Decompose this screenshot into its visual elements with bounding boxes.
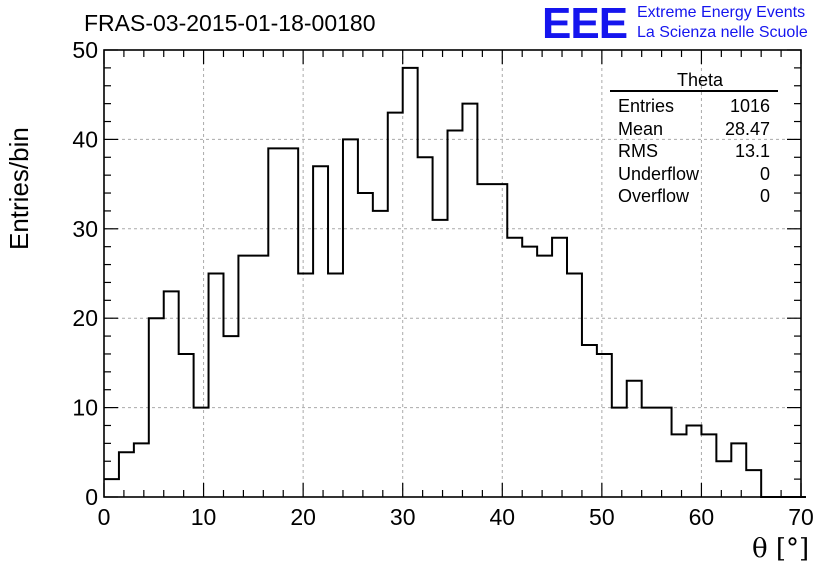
stats-label: Mean	[618, 118, 663, 141]
x-tick-label: 50	[589, 504, 615, 530]
chart-title: FRAS-03-2015-01-18-00180	[84, 10, 376, 37]
y-tick-label: 20	[72, 305, 98, 331]
y-tick-label: 50	[72, 37, 98, 63]
y-tick-label: 30	[72, 216, 98, 242]
x-tick-label: 60	[689, 504, 715, 530]
stats-value: 0	[760, 163, 770, 186]
y-tick-label: 40	[72, 126, 98, 152]
stats-row-entries: Entries 1016	[610, 95, 778, 118]
x-tick-label: 20	[290, 504, 316, 530]
x-tick-label: 30	[390, 504, 416, 530]
y-axis-label: Entries/bin	[4, 127, 35, 250]
brand-line-2: La Scienza nelle Scuole	[637, 24, 808, 42]
y-tick-label: 0	[85, 484, 98, 510]
x-tick-label: 0	[98, 504, 111, 530]
stats-row-mean: Mean 28.47	[610, 118, 778, 141]
x-tick-label: 40	[489, 504, 515, 530]
stats-row-underflow: Underflow 0	[610, 163, 778, 186]
y-tick-label: 10	[72, 395, 98, 421]
stats-value: 1016	[730, 95, 770, 118]
stats-divider	[610, 90, 778, 92]
stats-label: Underflow	[618, 163, 699, 186]
stats-value: 13.1	[735, 140, 770, 163]
stats-label: RMS	[618, 140, 658, 163]
stats-label: Entries	[618, 95, 674, 118]
stats-value: 0	[760, 185, 770, 208]
stats-value: 28.47	[725, 118, 770, 141]
stats-title: Theta	[610, 70, 778, 90]
x-axis-label: θ [°]	[752, 534, 809, 564]
x-tick-label: 10	[191, 504, 217, 530]
brand-line-1: Extreme Energy Events	[637, 4, 805, 22]
x-tick-label: 70	[788, 504, 814, 530]
eee-logo: EEE	[542, 2, 627, 46]
stats-label: Overflow	[618, 185, 689, 208]
stats-row-overflow: Overflow 0	[610, 185, 778, 208]
stats-row-rms: RMS 13.1	[610, 140, 778, 163]
stats-box: Theta Entries 1016 Mean 28.47 RMS 13.1 U…	[610, 70, 778, 208]
